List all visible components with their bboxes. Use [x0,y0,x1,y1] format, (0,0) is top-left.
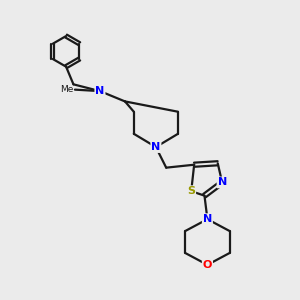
Text: S: S [187,186,195,196]
Text: N: N [203,214,212,224]
Text: O: O [203,260,212,270]
Text: N: N [95,86,105,96]
Text: N: N [151,142,160,152]
Text: Me: Me [60,85,74,94]
Text: N: N [218,177,227,188]
